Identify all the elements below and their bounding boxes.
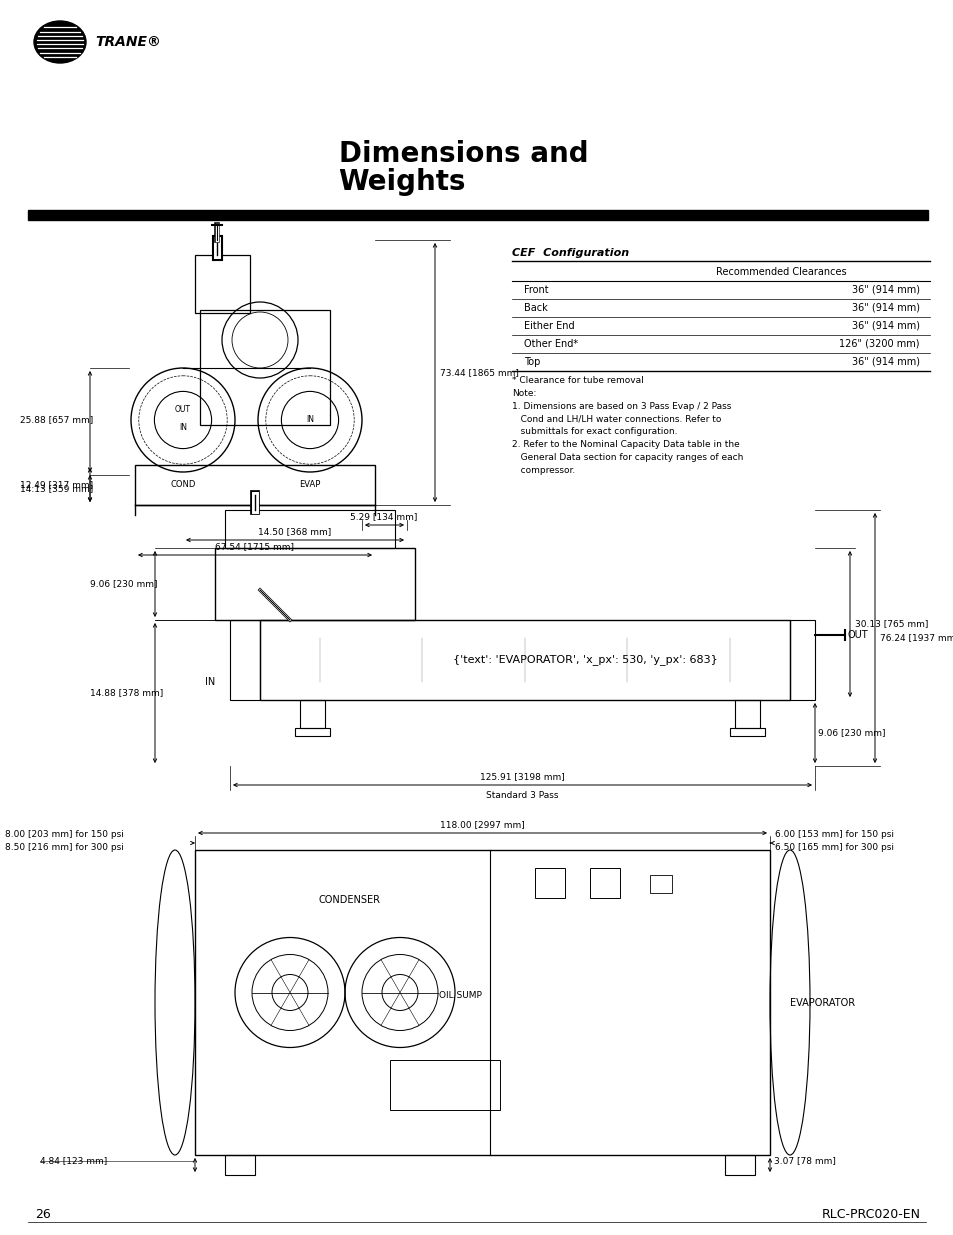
Bar	[200, 310, 330, 425]
Bar	[789, 620, 814, 700]
Text: OUT: OUT	[847, 630, 868, 640]
Text: 9.06 [230 mm]: 9.06 [230 mm]	[90, 579, 157, 589]
Text: IN: IN	[306, 415, 314, 425]
Text: 25.88 [657 mm]: 25.88 [657 mm]	[20, 415, 93, 425]
Text: 76.24 [1937 mm]: 76.24 [1937 mm]	[879, 634, 953, 642]
Bar	[294, 727, 330, 736]
Text: CONDENSER: CONDENSER	[318, 895, 380, 905]
Text: 36" (914 mm): 36" (914 mm)	[851, 357, 919, 367]
Text: Dimensions and: Dimensions and	[338, 140, 588, 168]
Text: 125.91 [3198 mm]: 125.91 [3198 mm]	[479, 772, 564, 781]
Text: 5.29 [134 mm]: 5.29 [134 mm]	[350, 513, 417, 521]
Bar	[535, 868, 564, 898]
Text: 14.88 [378 mm]: 14.88 [378 mm]	[90, 688, 163, 698]
Text: IN: IN	[179, 424, 187, 432]
Text: Top: Top	[523, 357, 539, 367]
Text: 73.44 [1865 mm]: 73.44 [1865 mm]	[439, 368, 518, 377]
Text: 36" (914 mm): 36" (914 mm)	[851, 321, 919, 331]
Bar	[390, 1060, 499, 1110]
Text: 12.49 [317 mm]: 12.49 [317 mm]	[20, 480, 93, 489]
Text: Either End: Either End	[523, 321, 574, 331]
Text: 8.50 [216 mm] for 300 psi: 8.50 [216 mm] for 300 psi	[5, 844, 124, 852]
Text: Standard 3 Pass: Standard 3 Pass	[486, 790, 558, 800]
Bar	[299, 700, 325, 727]
Bar	[194, 850, 769, 1155]
Bar	[230, 620, 260, 700]
Bar	[589, 868, 619, 898]
Ellipse shape	[34, 21, 86, 63]
Text: 36" (914 mm): 36" (914 mm)	[851, 303, 919, 312]
Text: 8.00 [203 mm] for 150 psi: 8.00 [203 mm] for 150 psi	[5, 830, 124, 839]
Text: OUT: OUT	[174, 405, 191, 415]
Bar	[734, 700, 760, 727]
Text: 36" (914 mm): 36" (914 mm)	[851, 285, 919, 295]
Bar	[225, 510, 395, 548]
Text: 118.00 [2997 mm]: 118.00 [2997 mm]	[439, 820, 524, 829]
Text: 4.84 [123 mm]: 4.84 [123 mm]	[40, 1156, 107, 1166]
Bar	[260, 620, 789, 700]
Text: CEF  Configuration: CEF Configuration	[512, 248, 628, 258]
Text: IN: IN	[205, 677, 215, 687]
Text: EVAP: EVAP	[299, 480, 320, 489]
Text: Back: Back	[523, 303, 547, 312]
Bar	[135, 466, 375, 505]
Text: 14.50 [368 mm]: 14.50 [368 mm]	[258, 527, 332, 536]
Bar	[194, 254, 250, 312]
Text: EVAPORATOR: EVAPORATOR	[789, 998, 854, 1008]
Bar	[649, 876, 671, 893]
Text: RLC-PRC020-EN: RLC-PRC020-EN	[821, 1209, 920, 1221]
Text: Front: Front	[523, 285, 548, 295]
Text: 126" (3200 mm): 126" (3200 mm)	[839, 338, 919, 350]
Text: 6.50 [165 mm] for 300 psi: 6.50 [165 mm] for 300 psi	[774, 844, 893, 852]
Text: COND: COND	[171, 480, 195, 489]
Text: OIL SUMP: OIL SUMP	[438, 990, 481, 999]
Bar	[724, 1155, 754, 1174]
Text: Weights: Weights	[338, 168, 466, 196]
Text: Other End*: Other End*	[523, 338, 578, 350]
Text: 9.06 [230 mm]: 9.06 [230 mm]	[817, 729, 884, 737]
Text: {'text': 'EVAPORATOR', 'x_px': 530, 'y_px': 683}: {'text': 'EVAPORATOR', 'x_px': 530, 'y_p…	[452, 655, 717, 666]
Bar	[214, 548, 415, 620]
Text: TRANE®: TRANE®	[95, 35, 161, 49]
Bar	[28, 210, 927, 220]
Text: 3.07 [78 mm]: 3.07 [78 mm]	[773, 1156, 835, 1166]
Text: 6.00 [153 mm] for 150 psi: 6.00 [153 mm] for 150 psi	[774, 830, 893, 839]
Text: Recommended Clearances: Recommended Clearances	[715, 267, 845, 277]
Text: 67.54 [1715 mm]: 67.54 [1715 mm]	[215, 542, 294, 551]
Text: * Clearance for tube removal
Note:
1. Dimensions are based on 3 Pass Evap / 2 Pa: * Clearance for tube removal Note: 1. Di…	[512, 375, 742, 475]
Text: 26: 26	[35, 1209, 51, 1221]
Bar	[729, 727, 764, 736]
Bar	[225, 1155, 254, 1174]
Text: 30.13 [765 mm]: 30.13 [765 mm]	[854, 620, 927, 629]
Text: 14.13 [359 mm]: 14.13 [359 mm]	[20, 484, 93, 493]
